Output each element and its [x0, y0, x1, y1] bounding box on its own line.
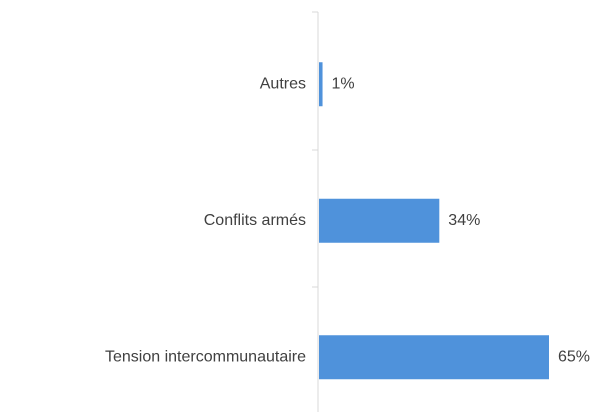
- bar: [319, 335, 549, 380]
- category-label: Autres: [260, 75, 306, 92]
- value-label: 65%: [558, 348, 590, 365]
- bar: [319, 62, 323, 107]
- value-label: 34%: [448, 212, 480, 229]
- category-label: Conflits armés: [204, 212, 306, 229]
- category-label: Tension intercommunautaire: [105, 348, 306, 365]
- bar: [319, 198, 440, 243]
- value-label: 1%: [332, 75, 355, 92]
